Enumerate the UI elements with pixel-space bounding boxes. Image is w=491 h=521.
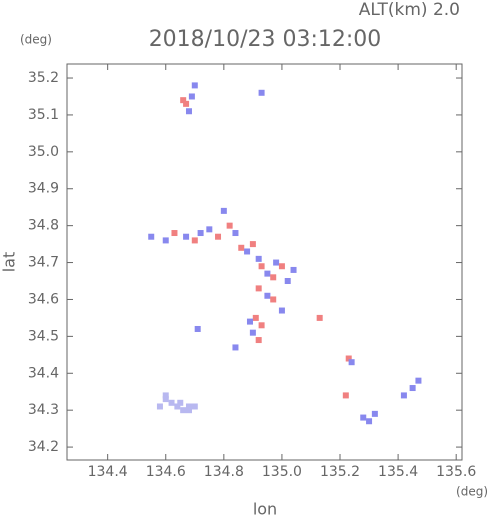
- echo-point: [162, 392, 169, 399]
- echo-point: [400, 392, 407, 399]
- y-tick-label: 34.8: [28, 218, 59, 234]
- echo-point: [226, 222, 233, 229]
- echo-point: [415, 377, 422, 384]
- x-tick-label: 135.0: [262, 464, 302, 480]
- echo-point: [191, 237, 198, 244]
- echo-point: [264, 292, 271, 299]
- echo-point: [232, 230, 239, 237]
- y-tick-label: 34.5: [28, 328, 59, 344]
- echo-point: [148, 233, 155, 240]
- y-tick-label: 35.2: [28, 70, 59, 86]
- echo-point: [156, 403, 163, 410]
- echo-point: [409, 385, 416, 392]
- y-tick-label: 34.7: [28, 255, 59, 271]
- echo-point: [252, 314, 259, 321]
- y-tick-label: 35.1: [28, 107, 59, 123]
- echo-point: [342, 392, 349, 399]
- echo-point: [188, 93, 195, 100]
- echo-point: [191, 82, 198, 89]
- y-tick-label: 34.9: [28, 181, 59, 197]
- echo-point: [220, 207, 227, 214]
- echo-point: [264, 270, 271, 277]
- echo-point: [185, 108, 192, 115]
- echo-point: [232, 344, 239, 351]
- x-tick-label: 134.8: [204, 464, 244, 480]
- echo-point: [206, 226, 213, 233]
- echo-point: [238, 244, 245, 251]
- y-unit: (deg): [20, 33, 52, 47]
- echo-point: [162, 237, 169, 244]
- echo-point: [284, 278, 291, 285]
- echo-point: [316, 314, 323, 321]
- echo-point: [249, 241, 256, 248]
- echo-point: [185, 407, 192, 414]
- echo-point: [255, 337, 262, 344]
- y-tick-label: 34.6: [28, 291, 59, 307]
- echo-point: [246, 318, 253, 325]
- echo-point: [278, 263, 285, 270]
- echo-point: [183, 233, 190, 240]
- echo-point: [191, 403, 198, 410]
- echo-point: [258, 263, 265, 270]
- x-tick-label: 135.4: [378, 464, 418, 480]
- echo-point: [215, 233, 222, 240]
- echo-point: [197, 230, 204, 237]
- x-tick-label: 134.4: [88, 464, 128, 480]
- echo-point: [278, 307, 285, 314]
- echo-point: [371, 410, 378, 417]
- echo-point: [345, 355, 352, 362]
- x-tick-label: 135.2: [320, 464, 360, 480]
- plot-frame: [66, 63, 463, 461]
- echo-point: [273, 259, 280, 266]
- echo-point: [168, 399, 175, 406]
- y-tick-label: 34.4: [28, 365, 59, 381]
- echo-point: [180, 97, 187, 104]
- echo-point: [255, 285, 262, 292]
- y-tick-label: 35.0: [28, 144, 59, 160]
- echo-point: [183, 100, 190, 107]
- echo-point: [270, 296, 277, 303]
- echo-point: [258, 89, 265, 96]
- y-tick-label: 34.3: [28, 402, 59, 418]
- echo-point: [258, 322, 265, 329]
- x-axis-label: lon: [253, 500, 277, 519]
- echo-point: [162, 396, 169, 403]
- x-unit: (deg): [456, 485, 488, 499]
- y-tick-label: 34.2: [28, 439, 59, 455]
- echo-point: [360, 414, 367, 421]
- y-axis-label: lat: [0, 252, 19, 273]
- echo-point: [249, 329, 256, 336]
- echo-point: [348, 359, 355, 366]
- altitude: ALT(km) 2.0: [359, 0, 460, 20]
- echo-point: [194, 325, 201, 332]
- echo-point: [244, 248, 251, 255]
- echo-point: [366, 418, 373, 425]
- echo-point: [185, 403, 192, 410]
- echo-point: [255, 255, 262, 262]
- echo-point: [180, 407, 187, 414]
- echo-point: [290, 266, 297, 273]
- x-tick-label: 134.6: [146, 464, 186, 480]
- echo-point: [171, 230, 178, 237]
- echo-point: [174, 403, 181, 410]
- echo-point: [177, 399, 184, 406]
- x-tick-label: 135.6: [436, 464, 476, 480]
- chart-title: 2018/10/23 03:12:00: [149, 27, 382, 52]
- echo-point: [270, 274, 277, 281]
